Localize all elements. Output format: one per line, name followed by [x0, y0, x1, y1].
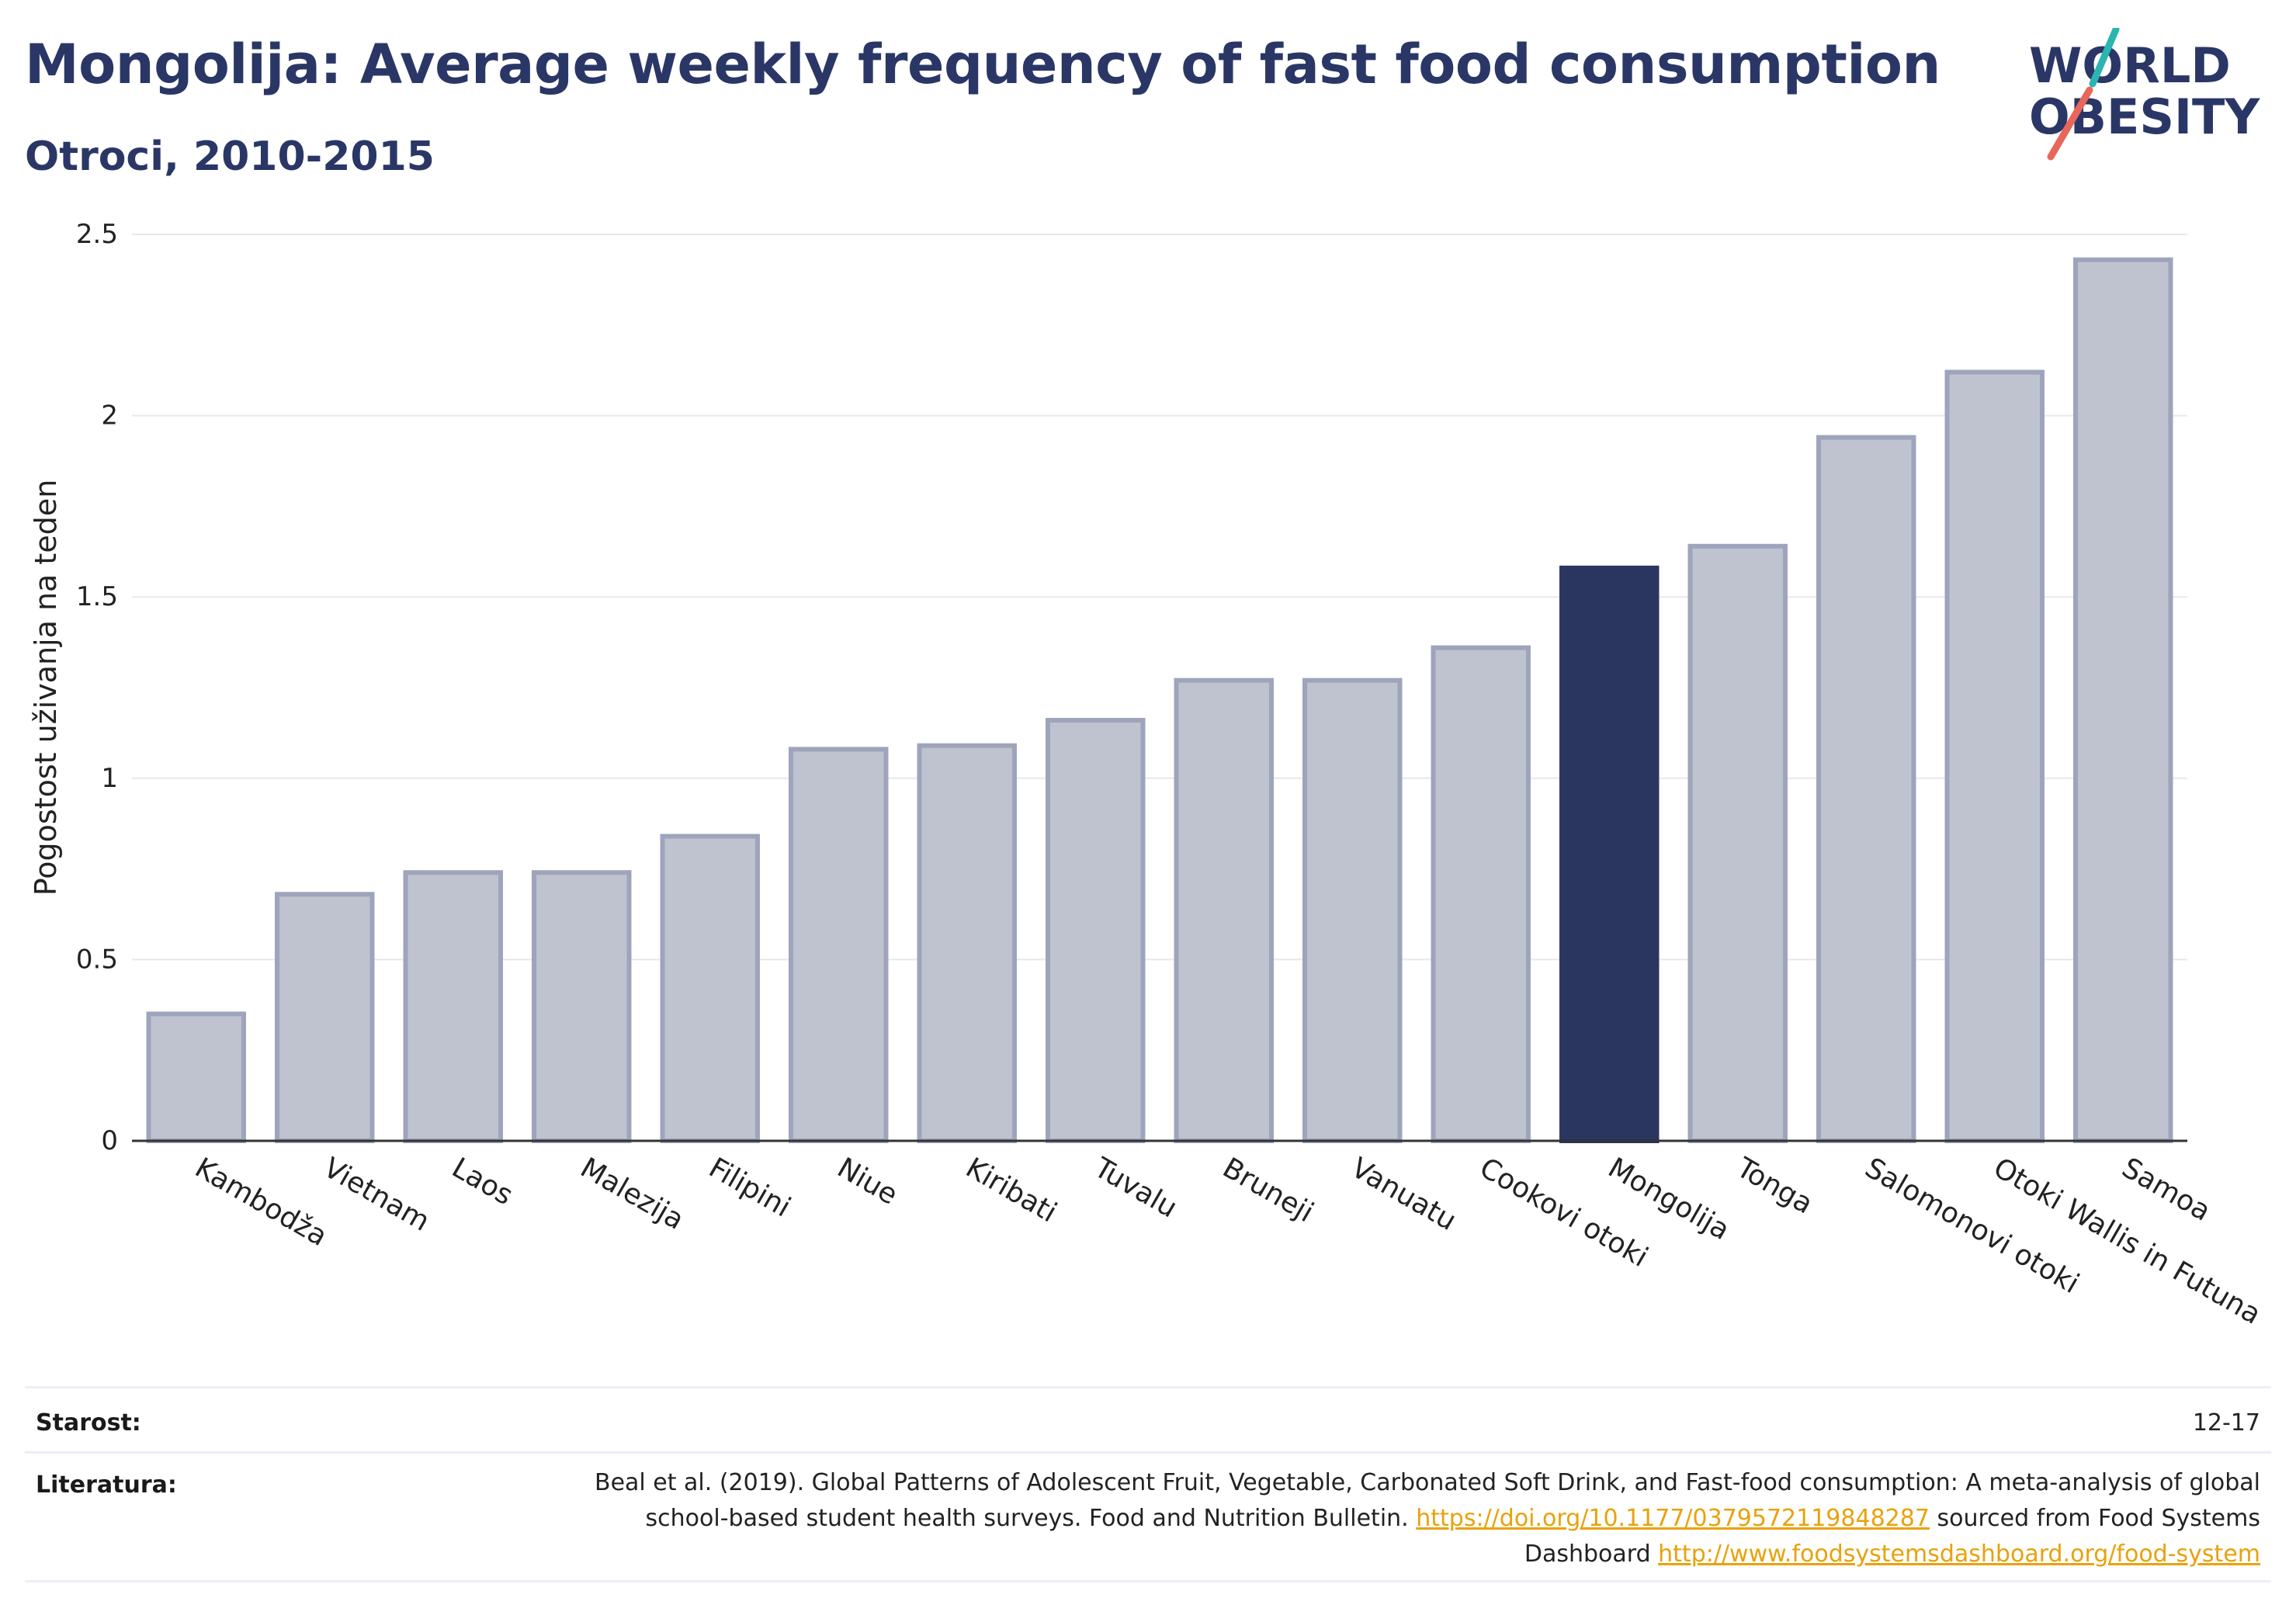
age-value: 12-17 [2192, 1409, 2260, 1437]
logo-word-1: WORLD [2029, 37, 2231, 94]
bar-kambodža [146, 1011, 246, 1143]
bar-vietnam [275, 892, 375, 1143]
x-tick-label: Filipini [703, 1152, 796, 1223]
x-tick-label: Laos [446, 1152, 518, 1211]
bar-bruneji [1174, 678, 1274, 1143]
bar-tuvalu [1046, 718, 1146, 1143]
x-tick-label: Tuvalu [1088, 1152, 1182, 1225]
world-obesity-logo: WORLD OBESITY [2029, 28, 2260, 161]
x-tick-label: Malezija [575, 1152, 689, 1236]
bar-samoa [2073, 257, 2173, 1144]
y-axis-label: Pogostost uživanja na teden [29, 480, 63, 896]
logo-coral-slash [2047, 86, 2093, 161]
x-tick-label: Tonga [1730, 1152, 1818, 1221]
bar-tonga [1687, 543, 1788, 1143]
logo-word-2: OBESITY [2029, 88, 2260, 145]
x-tick-label: Vietnam [318, 1152, 435, 1238]
logo-teal-slash [2089, 28, 2120, 88]
x-tick-label: Kambodža [189, 1152, 332, 1253]
source-text: Beal et al. (2019). Global Patterns of A… [594, 1469, 2260, 1532]
x-tick-label: Niue [832, 1152, 903, 1211]
source-text: sourced from Food Systems Dashboard [1524, 1505, 2260, 1568]
x-tick-label: Samoa [2117, 1152, 2216, 1228]
source-label: Literatura: [36, 1471, 177, 1499]
x-tick-label: Vanuatu [1346, 1152, 1462, 1237]
x-tick-label: Salomonovi otoki [1860, 1152, 2085, 1300]
chart-subtitle: Otroci, 2010-2015 [25, 133, 435, 180]
bar-niue [789, 747, 889, 1143]
bar-laos [403, 870, 503, 1143]
bar-kiribati [917, 743, 1017, 1143]
y-tick-label: 0 [101, 1125, 118, 1156]
bar-otoki-wallis-in-futuna [1944, 369, 2045, 1143]
chart-title: Mongolija: Average weekly frequency of f… [25, 33, 1941, 96]
bar-filipini [660, 834, 760, 1143]
y-tick-label: 1 [101, 763, 118, 794]
footer-divider [25, 1386, 2271, 1388]
y-tick-label: 0.5 [76, 944, 118, 975]
x-tick-label: Bruneji [1217, 1152, 1319, 1229]
doi-link[interactable]: https://doi.org/10.1177/0379572119848287 [1416, 1505, 1930, 1532]
dashboard-link[interactable]: http://www.foodsystemsdashboard.org/food… [1658, 1541, 2260, 1568]
source-citation: Beal et al. (2019). Global Patterns of A… [553, 1465, 2260, 1572]
bar-vanuatu [1302, 678, 1403, 1143]
age-label: Starost: [36, 1409, 141, 1437]
x-tick-label: Kiribati [960, 1152, 1062, 1229]
y-tick-label: 2.5 [76, 219, 118, 250]
footer-divider [25, 1451, 2271, 1454]
bar-malezija [532, 870, 632, 1143]
y-tick-label: 1.5 [76, 581, 118, 612]
bar-chart: 0 0.5 1 1.5 2 2.5 Pogostost uživanja na teden K… [29, 219, 2266, 1331]
bar-mongolija [1559, 565, 1660, 1143]
y-tick-label: 2 [101, 400, 118, 431]
footer-divider [25, 1580, 2271, 1582]
bar-cookovi-otoki [1431, 645, 1531, 1143]
bar-salomonovi-otoki [1816, 435, 1916, 1143]
